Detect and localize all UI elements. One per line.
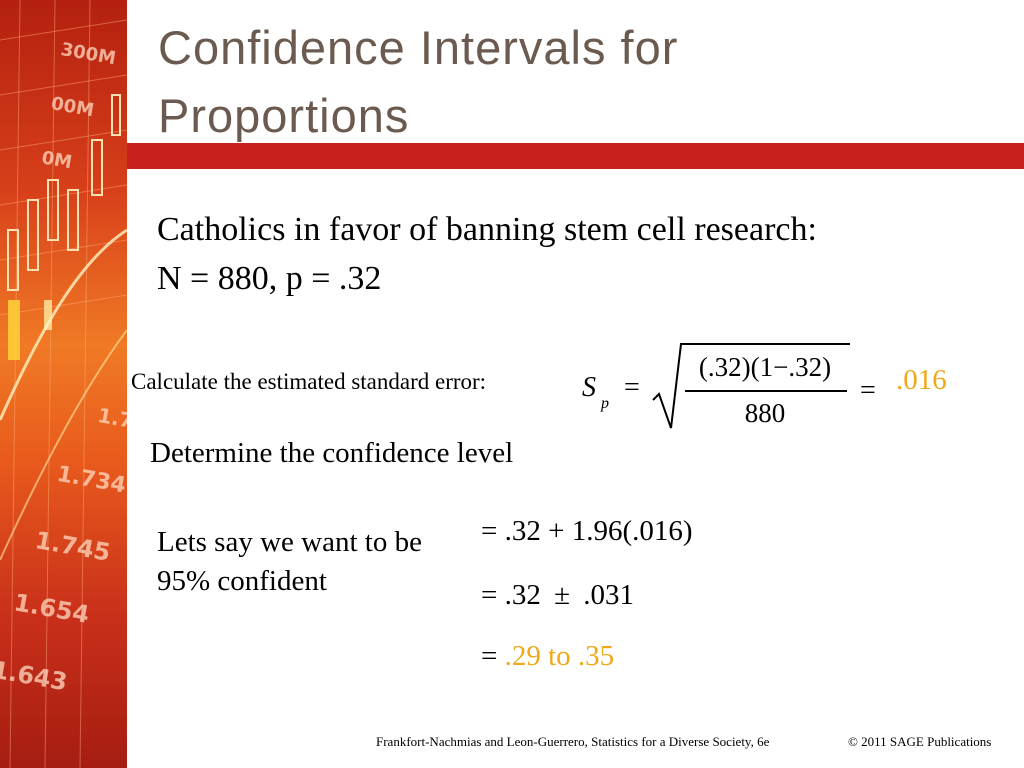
footer-copyright: © 2011 SAGE Publications [848, 734, 992, 749]
sidebar-figure: 1.643 [0, 656, 69, 697]
finance-chart-graphic: 300M 00M 0M 1.75 1.734 1.745 1.654 1.643 [0, 0, 127, 768]
formula-subscript: p [600, 395, 609, 412]
formula-numerator: (.32)(1−.32) [699, 352, 831, 382]
confidence-interval-result: .29 to .35 [504, 640, 615, 672]
interval-calc-step-2: = .32 ± .031 [481, 579, 634, 612]
confidence-choice-text: Lets say we want to be 95% confident [157, 526, 422, 597]
interval-calc-result: = .29 to .35 [481, 640, 614, 673]
sidebar-figure: 1.745 [33, 526, 113, 567]
confidence-level-heading: Determine the confidence level [150, 437, 514, 469]
sidebar-figure: 1.654 [12, 588, 92, 629]
square-root-sign [652, 343, 850, 429]
formula-symbol: S [582, 372, 596, 403]
sidebar-figure: 1.75 [96, 403, 127, 435]
footer-citation: Frankfort-Nachmias and Leon-Guerrero, St… [376, 734, 770, 749]
plus-minus-symbol: ± [554, 579, 571, 611]
calc-result-equals: = [481, 640, 498, 672]
problem-statement: Catholics in favor of banning stem cell … [157, 211, 817, 248]
title-divider-bar [127, 143, 1024, 169]
sidebar-figure: 300M [59, 39, 117, 69]
formula-equals: = [624, 372, 640, 403]
slide-title: Confidence Intervals for Proportions [158, 14, 898, 150]
interval-calc-step-1: = .32 + 1.96(.016) [481, 515, 693, 547]
formula-result-equals: = [860, 375, 876, 406]
calc-step-2-suffix: .031 [583, 579, 635, 611]
slide-title-line-2: Proportions [158, 89, 410, 142]
decorative-finance-strip: 300M 00M 0M 1.75 1.734 1.745 1.654 1.643 [0, 0, 127, 768]
problem-parameters: N = 880, p = .32 [157, 260, 382, 297]
sidebar-figure: 0M [40, 147, 74, 173]
slide-title-line-1: Confidence Intervals for [158, 21, 679, 74]
standard-error-formula: S p = (.32)(1−.32) 880 = .016 [582, 343, 947, 429]
sidebar-figure: 1.734 [55, 462, 127, 499]
formula-result: .016 [896, 364, 947, 396]
standard-error-label: Calculate the estimated standard error: [131, 369, 487, 394]
formula-denominator: 880 [745, 398, 786, 428]
calc-step-2-prefix: = .32 [481, 579, 541, 611]
